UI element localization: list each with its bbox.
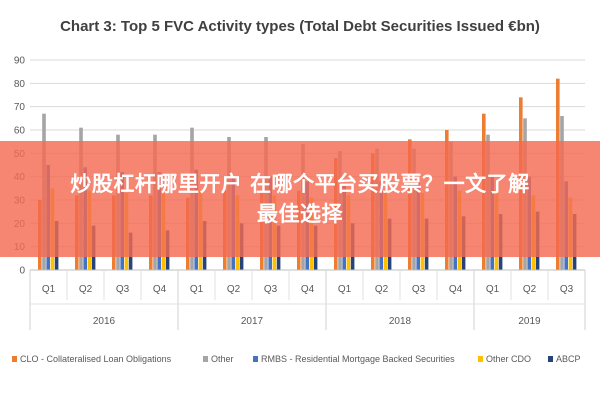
x-tick-label: Q3 bbox=[412, 284, 426, 295]
x-tick-label: Q2 bbox=[227, 284, 241, 295]
y-tick-label: 0 bbox=[19, 266, 25, 277]
legend-label: Other bbox=[211, 354, 234, 364]
y-tick-label: 90 bbox=[14, 56, 26, 67]
x-tick-label: Q3 bbox=[560, 284, 574, 295]
legend-label: Other CDO bbox=[486, 354, 531, 364]
x-tick-label: Q1 bbox=[338, 284, 352, 295]
x-group-label: 2018 bbox=[389, 316, 412, 327]
legend-label: CLO - Collateralised Loan Obligations bbox=[20, 354, 172, 364]
overlay-subline: 最佳选择 bbox=[257, 202, 343, 226]
x-group-label: 2019 bbox=[518, 316, 541, 327]
y-tick-label: 60 bbox=[14, 126, 26, 137]
overlay-banner[interactable]: 炒股杠杆哪里开户 在哪个平台买股票？一文了解 最佳选择 bbox=[0, 141, 600, 257]
x-tick-label: Q4 bbox=[449, 284, 463, 295]
legend-swatch bbox=[203, 356, 208, 362]
x-tick-label: Q4 bbox=[301, 284, 315, 295]
legend-swatch bbox=[12, 356, 17, 362]
legend-label: RMBS - Residential Mortgage Backed Secur… bbox=[261, 354, 455, 364]
y-tick-label: 70 bbox=[14, 102, 26, 113]
chart-title: Chart 3: Top 5 FVC Activity types (Total… bbox=[60, 18, 540, 35]
x-tick-label: Q2 bbox=[523, 284, 537, 295]
x-tick-label: Q1 bbox=[190, 284, 204, 295]
legend-swatch bbox=[253, 356, 258, 362]
legend: CLO - Collateralised Loan Obligations Oth… bbox=[12, 354, 581, 364]
y-tick-label: 80 bbox=[14, 79, 26, 90]
x-tick-label: Q4 bbox=[153, 284, 167, 295]
overlay-headline: 炒股杠杆哪里开户 在哪个平台买股票？一文了解 bbox=[70, 172, 530, 196]
x-tick-label: Q2 bbox=[375, 284, 389, 295]
x-group-label: 2017 bbox=[241, 316, 264, 327]
x-axis-ticks: Q1 Q2 Q3 Q4 2016 Q1 Q2 Q3 Q4 2017 Q1 Q2 Q3 Q4 2018 Q1 Q2… bbox=[29, 269, 586, 330]
x-tick-label: Q3 bbox=[116, 284, 130, 295]
legend-swatch bbox=[478, 356, 483, 362]
x-tick-label: Q1 bbox=[486, 284, 500, 295]
legend-label: ABCP bbox=[556, 354, 581, 364]
x-tick-label: Q3 bbox=[264, 284, 278, 295]
legend-swatch bbox=[548, 356, 553, 362]
x-tick-label: Q2 bbox=[79, 284, 93, 295]
x-tick-label: Q1 bbox=[42, 284, 56, 295]
x-group-label: 2016 bbox=[93, 316, 116, 327]
